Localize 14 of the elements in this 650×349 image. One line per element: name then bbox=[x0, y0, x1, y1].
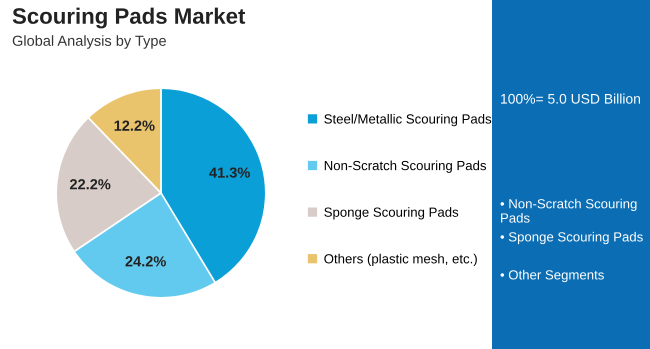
chart-title: Scouring Pads Market bbox=[12, 8, 246, 28]
legend-label: Steel/Metallic Scouring Pads bbox=[324, 114, 492, 126]
legend-label: Non-Scratch Scouring Pads bbox=[324, 160, 486, 173]
text: • Other Segments bbox=[500, 270, 604, 282]
text: 100%= 5.0 USD Billion bbox=[501, 94, 640, 104]
data-label: 22.2% bbox=[70, 179, 110, 190]
data-label: 41.3% bbox=[209, 167, 250, 178]
legend-label: Others (plastic mesh, etc.) bbox=[324, 254, 477, 266]
text: • Sponge Scouring Pads bbox=[500, 232, 643, 244]
data-label: 12.2% bbox=[114, 120, 155, 131]
data-label: 24.2% bbox=[125, 256, 166, 266]
chart-subtitle: Global Analysis by Type bbox=[12, 35, 166, 49]
legend-label: Sponge Scouring Pads bbox=[324, 207, 458, 220]
text: • Non-Scratch Scouring Pads bbox=[500, 198, 637, 223]
